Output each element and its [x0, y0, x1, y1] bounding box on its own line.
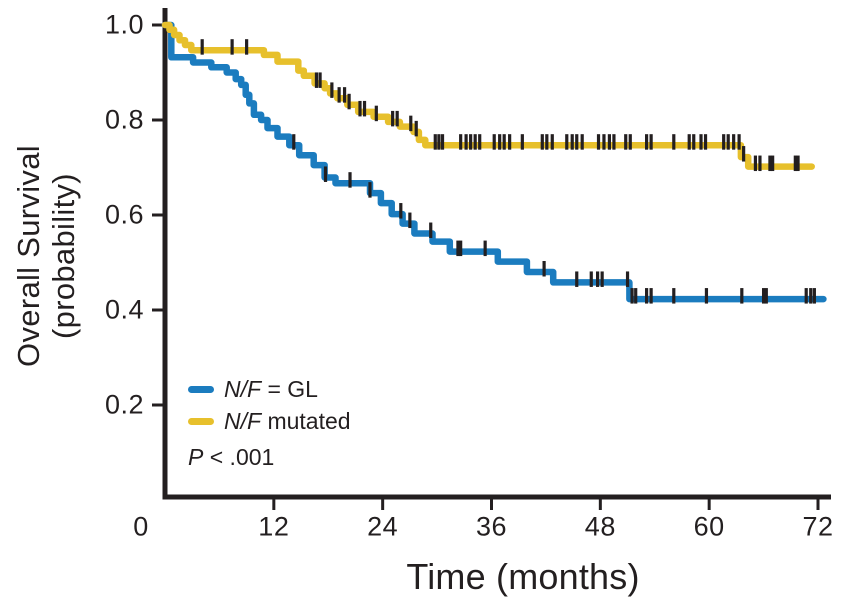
legend-swatch-mutated [188, 417, 214, 425]
x-tick-label: 48 [584, 511, 616, 542]
y-tick-label: 0.8 [104, 104, 144, 135]
legend-item-mutated: N/F mutated [188, 408, 351, 434]
y-axis-title: Overall Survival (probability) [11, 145, 81, 367]
p-value-label: P < .001 [188, 443, 275, 470]
x-axis-title: Time (months) [406, 556, 640, 597]
censor-ticks-mutated [200, 39, 800, 172]
y-axis-title-line2: (probability) [46, 173, 81, 339]
legend: N/F = GL N/F mutated P < .001 [188, 376, 351, 470]
legend-label-gl: N/F = GL [224, 375, 318, 402]
y-tick-label: 1.0 [104, 9, 144, 40]
x-tick-label: 24 [367, 511, 399, 542]
censor-ticks-gl [292, 134, 816, 304]
x-tick-label: 60 [693, 511, 725, 542]
y-tick-label: 0.2 [104, 389, 144, 420]
x-tick-label: 36 [475, 511, 508, 542]
y-axis-title-line1: Overall Survival [11, 145, 46, 367]
km-curve-gl [161, 21, 827, 303]
axes [162, 8, 831, 500]
legend-swatch-gl [188, 385, 214, 393]
y-tick-label: 0.4 [104, 294, 144, 325]
x-tick-label: 0 [133, 511, 149, 542]
y-tick-label: 0.6 [104, 199, 144, 230]
x-tick-label: 72 [802, 511, 834, 542]
x-tick-label: 12 [258, 511, 290, 542]
legend-item-gl: N/F = GL [188, 376, 351, 402]
km-curve-mutated [161, 21, 815, 170]
legend-label-mutated: N/F mutated [224, 407, 351, 434]
